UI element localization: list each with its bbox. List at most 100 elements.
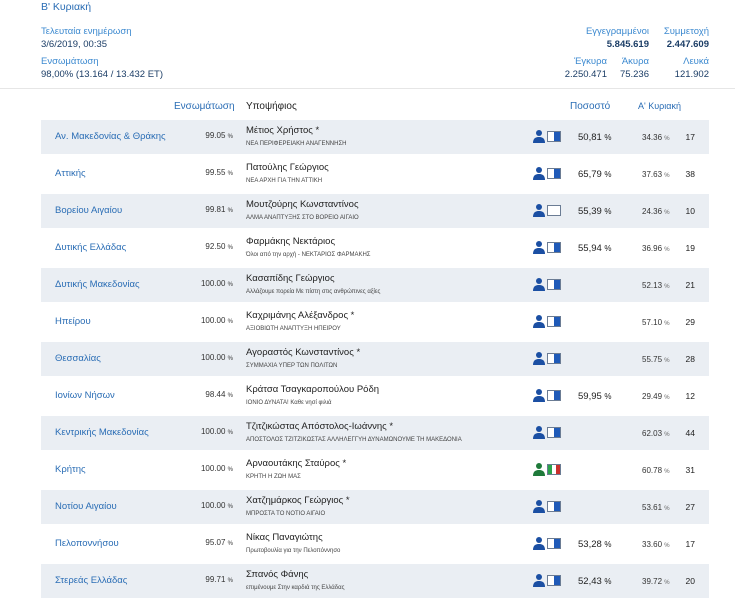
party-flag-icon — [547, 242, 561, 253]
person-blue-icon — [532, 573, 546, 587]
region-link[interactable]: Κεντρικής Μακεδονίας — [55, 427, 149, 438]
header-divider — [0, 88, 735, 89]
table-row[interactable]: Βορείου Αιγαίου 99.81 % Μουτζούρης Κωνσταν… — [41, 194, 709, 228]
seats-count: 21 — [685, 280, 695, 290]
invalid-label: Άκυρα — [621, 56, 649, 67]
vote-percent: 55,39 % — [578, 206, 612, 217]
col-integration[interactable]: Ενσωμάτωση — [174, 101, 235, 112]
seats-count: 17 — [685, 132, 695, 142]
integration-value: 98,00% (13.164 / 13.432 ΕΤ) — [41, 69, 163, 80]
col-candidate[interactable]: Υποψήφιος — [246, 101, 297, 112]
first-sunday-percent: 53.61 % — [642, 503, 670, 512]
region-link[interactable]: Δυτικής Ελλάδας — [55, 242, 127, 253]
person-blue-icon — [532, 499, 546, 513]
blank-value: 121.902 — [674, 69, 709, 80]
person-blue-icon — [532, 314, 546, 328]
party-name: ΝΕΑ ΠΕΡΙΦΕΡΕΙΑΚΗ ΑΝΑΓΕΝΝΗΣΗ — [246, 141, 347, 147]
summary-header: Β' Κυριακή Τελευταία ενημέρωση 3/6/2019,… — [0, 0, 735, 88]
candidate-name: Μουτζούρης Κωνσταντίνος — [246, 199, 359, 210]
first-sunday-percent: 37.63 % — [642, 170, 670, 179]
person-blue-icon — [532, 203, 546, 217]
party-name: ΑΠΟΣΤΟΛΟΣ ΤΖΙΤΖΙΚΩΣΤΑΣ ΑΛΛΗΛΕΓΓΥΗ ΔΥΝΑΜΩ… — [246, 437, 462, 443]
table-row[interactable]: Δυτικής Μακεδονίας 100.00 % Κασαπίδης Γεώρ… — [41, 268, 709, 302]
col-percentage[interactable]: Ποσοστό — [570, 101, 611, 112]
party-name: Αλλάζουμε πορεία Με πίστη στις ανθρώπινε… — [246, 289, 381, 295]
person-blue-icon — [532, 388, 546, 402]
region-link[interactable]: Κρήτης — [55, 464, 86, 475]
table-row[interactable]: Δυτικής Ελλάδας 92.50 % Φαρμάκης Νεκτάριος… — [41, 231, 709, 265]
party-flag-icon — [547, 427, 561, 438]
table-row[interactable]: Νοτίου Αιγαίου 100.00 % Χατζημάρκος Γεώργι… — [41, 490, 709, 524]
party-name: επιμένουμε Στην καρδιά της Ελλάδας — [246, 585, 345, 591]
table-row[interactable]: Κρήτης 100.00 % Αρναουτάκης Σταύρος * ΚΡΗΤΗ… — [41, 453, 709, 487]
candidate-name: Χατζημάρκος Γεώργιος * — [246, 495, 350, 506]
party-flag-icon — [547, 316, 561, 327]
person-green-icon — [532, 462, 546, 476]
table-row[interactable]: Στερεάς Ελλάδας 99.71 % Σπανός Φάνης επιμέν… — [41, 564, 709, 598]
table-row[interactable]: Αν. Μακεδονίας & Θράκης 99.05 % Μέτιος Χρή… — [41, 120, 709, 154]
region-link[interactable]: Αν. Μακεδονίας & Θράκης — [55, 131, 166, 142]
region-link[interactable]: Ιονίων Νήσων — [55, 390, 115, 401]
seats-count: 28 — [685, 354, 695, 364]
first-sunday-percent: 24.36 % — [642, 207, 670, 216]
first-sunday-percent: 52.13 % — [642, 281, 670, 290]
first-sunday-percent: 55.75 % — [642, 355, 670, 364]
party-flag-icon — [547, 501, 561, 512]
seats-count: 20 — [685, 576, 695, 586]
integration-percent: 100.00 % — [200, 464, 233, 473]
candidate-name: Αρναουτάκης Σταύρος * — [246, 458, 347, 469]
person-blue-icon — [532, 129, 546, 143]
first-sunday-percent: 34.36 % — [642, 133, 670, 142]
region-link[interactable]: Ηπείρου — [55, 316, 91, 327]
last-update-value: 3/6/2019, 00:35 — [41, 39, 108, 50]
region-link[interactable]: Αττικής — [55, 168, 86, 179]
table-row[interactable]: Κεντρικής Μακεδονίας 100.00 % Τζιτζικώστας… — [41, 416, 709, 450]
candidate-name: Φαρμάκης Νεκτάριος — [246, 236, 336, 247]
integration-label: Ενσωμάτωση — [41, 56, 99, 67]
turnout-label: Συμμετοχή — [663, 26, 709, 37]
first-sunday-percent: 39.72 % — [642, 577, 670, 586]
integration-percent: 100.00 % — [200, 279, 233, 288]
table-row[interactable]: Αττικής 99.55 % Πατούλης Γεώργιος ΝΕΑ ΑΡΧΗ … — [41, 157, 709, 191]
region-link[interactable]: Θεσσαλίας — [55, 353, 101, 364]
seats-count: 19 — [685, 243, 695, 253]
vote-percent: 55,94 % — [578, 243, 612, 254]
blank-label: Λευκά — [683, 56, 709, 67]
integration-percent: 100.00 % — [200, 353, 233, 362]
party-name: ΝΕΑ ΑΡΧΗ ΓΙΑ ΤΗΝ ΑΤΤΙΚΗ — [246, 178, 323, 184]
candidate-name: Αγοραστός Κωνσταντίνος * — [246, 347, 361, 358]
seats-count: 17 — [685, 539, 695, 549]
person-blue-icon — [532, 351, 546, 365]
person-blue-icon — [532, 240, 546, 254]
person-blue-icon — [532, 536, 546, 550]
region-link[interactable]: Νοτίου Αιγαίου — [55, 501, 117, 512]
region-link[interactable]: Στερεάς Ελλάδας — [55, 575, 128, 586]
first-sunday-percent: 33.60 % — [642, 540, 670, 549]
seats-count: 31 — [685, 465, 695, 475]
candidate-name: Σπανός Φάνης — [246, 569, 309, 580]
region-link[interactable]: Βορείου Αιγαίου — [55, 205, 123, 216]
party-name: ΜΠΡΟΣΤΑ ΤΟ ΝΟΤΙΟ ΑΙΓΑΙΟ — [246, 511, 326, 517]
table-row[interactable]: Ηπείρου 100.00 % Καχριμάνης Αλέξανδρος * ΑΞ… — [41, 305, 709, 339]
table-row[interactable]: Θεσσαλίας 100.00 % Αγοραστός Κωνσταντίνος … — [41, 342, 709, 376]
tab-second-sunday[interactable]: Β' Κυριακή — [41, 1, 92, 13]
first-sunday-percent: 36.96 % — [642, 244, 670, 253]
region-link[interactable]: Δυτικής Μακεδονίας — [55, 279, 140, 290]
seats-count: 38 — [685, 169, 695, 179]
integration-percent: 100.00 % — [200, 427, 233, 436]
party-name: ΣΥΜΜΑΧΙΑ ΥΠΕΡ ΤΩΝ ΠΟΛΙΤΩΝ — [246, 363, 338, 369]
candidate-name: Κράτσα Τσαγκαροπούλου Ρόδη — [246, 384, 380, 395]
region-link[interactable]: Πελοποννήσου — [55, 538, 119, 549]
table-row[interactable]: Ιονίων Νήσων 98.44 % Κράτσα Τσαγκαροπούλου… — [41, 379, 709, 413]
candidate-name: Μέτιος Χρήστος * — [246, 125, 320, 136]
first-sunday-percent: 60.78 % — [642, 466, 670, 475]
table-row[interactable]: Πελοποννήσου 95.07 % Νίκας Παναγιώτης Πρωτο… — [41, 527, 709, 561]
party-flag-icon — [547, 575, 561, 586]
party-name: Όλοι από την αρχή - ΝΕΚΤΑΡΙΟΣ ΦΑΡΜΑΚΗΣ — [246, 252, 371, 258]
party-name: ΚΡΗΤΗ Η ΖΩΗ ΜΑΣ — [246, 474, 301, 480]
first-sunday-percent: 29.49 % — [642, 392, 670, 401]
party-flag-icon — [547, 538, 561, 549]
registered-label: Εγγεγραμμένοι — [585, 26, 649, 37]
valid-label: Έγκυρα — [573, 56, 607, 67]
col-first-sunday[interactable]: Α' Κυριακή — [638, 101, 681, 111]
